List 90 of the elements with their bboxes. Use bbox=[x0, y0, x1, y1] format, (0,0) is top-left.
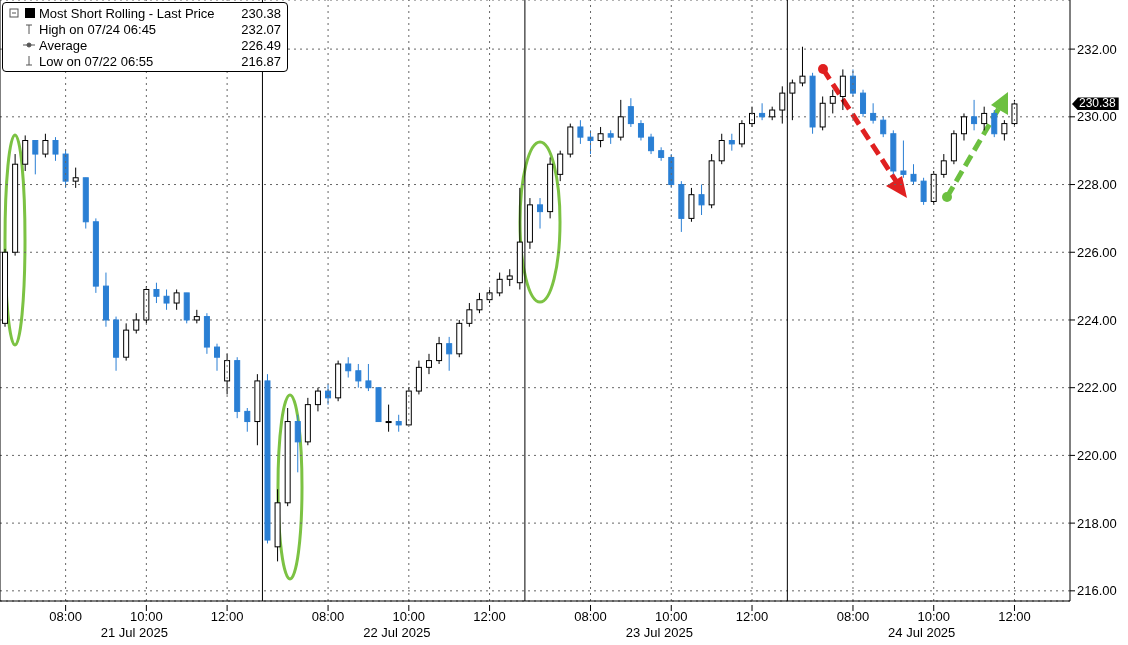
candlestick bbox=[1001, 119, 1008, 142]
candlestick bbox=[870, 102, 877, 125]
candlestick bbox=[214, 343, 221, 372]
candlestick bbox=[597, 126, 604, 148]
text: 21 Jul 2025 bbox=[100, 625, 168, 640]
candlestick bbox=[829, 89, 836, 114]
candlestick bbox=[900, 140, 907, 179]
x-tick-label: 08:00 bbox=[49, 609, 82, 624]
candlestick bbox=[849, 68, 856, 97]
candlestick bbox=[718, 133, 725, 165]
x-tick-label: 12:00 bbox=[735, 609, 769, 624]
x-tick-label: 12:00 bbox=[998, 609, 1031, 624]
candlestick bbox=[314, 387, 321, 412]
candlestick bbox=[880, 116, 887, 138]
candlestick bbox=[557, 150, 564, 182]
candlestick bbox=[355, 363, 362, 389]
candlestick bbox=[537, 197, 544, 230]
annotation: High on 07/24 06:45 bbox=[39, 21, 158, 37]
candlestick bbox=[173, 289, 180, 311]
y-tick-label: 220.00 bbox=[1077, 448, 1117, 464]
annotation: 230.38 bbox=[241, 5, 281, 21]
x-tick-label: 12:00 bbox=[473, 609, 506, 624]
candlestick bbox=[345, 356, 352, 379]
annotation: 226.49 bbox=[241, 37, 281, 53]
annotation: 216.87 bbox=[241, 53, 281, 69]
candlestick bbox=[960, 112, 967, 142]
candlestick bbox=[920, 177, 927, 206]
candlestick bbox=[698, 184, 705, 216]
candlestick bbox=[42, 133, 49, 158]
y-tick-label: 224.00 bbox=[1077, 312, 1117, 328]
candlestick bbox=[860, 89, 867, 118]
x-tick-label: 10:00 bbox=[392, 609, 426, 624]
candlestick bbox=[466, 302, 473, 328]
candlestick bbox=[153, 282, 160, 304]
x-tick-label: 10:00 bbox=[917, 609, 950, 624]
candlestick bbox=[365, 363, 372, 392]
x-tick-label: 10:00 bbox=[130, 609, 163, 624]
candlestick bbox=[32, 140, 39, 175]
candlestick bbox=[415, 360, 422, 395]
candlestick bbox=[617, 99, 624, 142]
y-tick-label: 222.00 bbox=[1077, 380, 1117, 396]
candlestick bbox=[52, 136, 59, 162]
candlestick bbox=[72, 167, 79, 189]
candlestick bbox=[991, 109, 998, 138]
x-tick-label: 12:00 bbox=[210, 609, 244, 624]
candlestick bbox=[637, 119, 644, 142]
y-tick-label: 226.00 bbox=[1077, 244, 1117, 260]
candlestick bbox=[476, 292, 483, 314]
candlestick bbox=[648, 133, 655, 155]
candlestick bbox=[587, 129, 594, 155]
candlestick bbox=[779, 85, 786, 125]
candlestick bbox=[385, 404, 392, 433]
annotation: 232.07 bbox=[241, 21, 281, 37]
annotation: Average bbox=[39, 37, 89, 53]
y-tick-label: 230.00 bbox=[1077, 109, 1117, 125]
y-tick-label: 232.00 bbox=[1077, 41, 1117, 57]
candlestick bbox=[446, 336, 453, 372]
y-tick-label: 228.00 bbox=[1077, 177, 1117, 193]
candlestick bbox=[759, 102, 766, 121]
candlestick bbox=[577, 119, 584, 145]
candlestick bbox=[839, 68, 846, 111]
text: 24 Jul 2025 bbox=[888, 625, 956, 640]
candlestick bbox=[910, 163, 917, 186]
candlestick bbox=[22, 134, 29, 172]
candlestick bbox=[799, 46, 806, 87]
candlestick bbox=[738, 119, 745, 148]
candlestick bbox=[971, 99, 978, 131]
candlestick bbox=[294, 414, 301, 473]
legend-label: Most Short Rolling - Last Price bbox=[39, 5, 216, 21]
candlestick bbox=[819, 96, 826, 131]
x-tick-label: 08:00 bbox=[574, 609, 607, 624]
candlestick bbox=[436, 336, 443, 365]
text: 23 Jul 2025 bbox=[625, 625, 693, 640]
candlestick bbox=[163, 289, 170, 311]
candlestick bbox=[627, 97, 634, 128]
price-tag: 230.38 bbox=[1072, 97, 1119, 111]
candlestick bbox=[425, 353, 432, 375]
y-tick-label: 216.00 bbox=[1077, 583, 1117, 599]
x-tick-label: 10:00 bbox=[655, 609, 688, 624]
x-tick-label: 08:00 bbox=[311, 609, 345, 624]
candlestick bbox=[688, 187, 695, 223]
candlestick bbox=[940, 153, 947, 179]
y-tick-label: 218.00 bbox=[1077, 515, 1117, 531]
x-tick-label: 08:00 bbox=[836, 609, 870, 624]
candlestick bbox=[133, 312, 140, 335]
annotation: Low on 07/22 06:55 bbox=[39, 53, 155, 69]
candlestick bbox=[496, 272, 503, 297]
text: 22 Jul 2025 bbox=[363, 625, 431, 640]
candlestick bbox=[244, 407, 251, 433]
candlestick bbox=[981, 106, 988, 131]
